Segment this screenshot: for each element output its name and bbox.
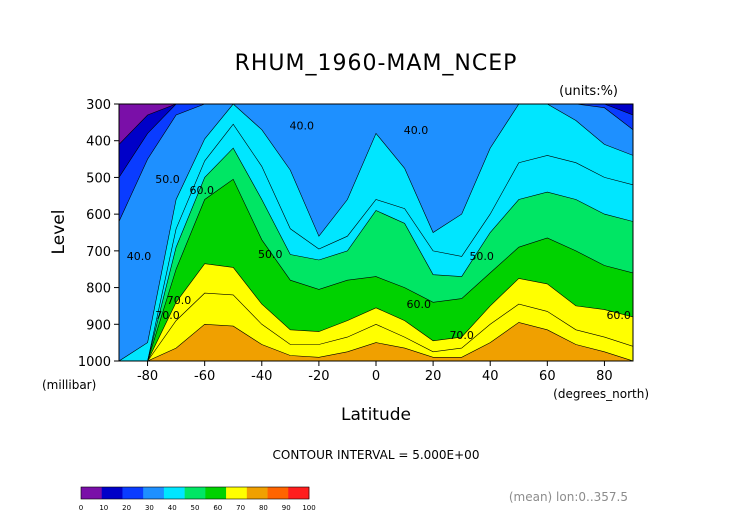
colorbar-tick-label: 30 (145, 504, 154, 512)
y-tick-label: 300 (86, 98, 111, 113)
colorbar-tick-label: 100 (302, 504, 315, 512)
contour-label: 60.0 (190, 184, 215, 197)
x-axis-label: Latitude (341, 405, 411, 425)
x-tick-label: -40 (251, 369, 272, 384)
colorbar-swatch (226, 487, 248, 499)
colorbar-swatch (101, 487, 123, 499)
contour-interval-text: CONTOUR INTERVAL = 5.000E+00 (273, 448, 480, 462)
contour-line-60 (119, 178, 633, 361)
contour-label: 50.0 (155, 173, 180, 186)
contour-label: 40.0 (127, 250, 152, 263)
colorbar-swatch (163, 487, 185, 499)
contour-line-80 (119, 322, 633, 361)
colorbar-frame (80, 486, 310, 500)
colorbar-tick-label: 60 (213, 504, 222, 512)
y-axis-label: Level (49, 210, 69, 255)
contour-line-70 (119, 263, 633, 361)
x-tick-label: 20 (425, 369, 442, 384)
x-tick-label: -80 (137, 369, 158, 384)
colorbar-swatch (143, 487, 165, 499)
contour-line-40 (119, 104, 633, 361)
contour-label: 50.0 (258, 248, 283, 261)
colorbar-tick-label: 40 (168, 504, 177, 512)
colorbar-tick-label: 90 (282, 504, 291, 512)
colorbar-swatch (288, 487, 310, 499)
colorbar-tick-label: 50 (191, 504, 200, 512)
contour-label: 50.0 (469, 250, 494, 263)
contour-label: 60.0 (606, 309, 631, 322)
contour-line-75 (119, 292, 633, 361)
x-tick-label: 60 (539, 369, 556, 384)
contour-lines (119, 104, 633, 361)
x-tick-label: 0 (372, 369, 380, 384)
chart-title: RHUM_1960-MAM_NCEP (235, 51, 518, 76)
y-tick-label: 800 (86, 282, 111, 297)
x-axis: -80 -60 -40 -20 0 20 40 60 80 (137, 361, 613, 384)
colorbar-swatch (205, 487, 227, 499)
contour-bands (119, 104, 633, 361)
y-tick-label: 600 (86, 208, 111, 223)
contour-line-45 (119, 123, 633, 361)
x-tick-label: 80 (596, 369, 613, 384)
y-axis: 300 400 500 600 700 800 900 1000 (78, 98, 119, 370)
colorbar-swatch (246, 487, 268, 499)
contour-label: 40.0 (404, 124, 429, 137)
y-tick-label: 400 (86, 135, 111, 150)
y-unit-label: (millibar) (42, 378, 96, 392)
contour-label: 70.0 (449, 329, 474, 342)
colorbar-swatch (267, 487, 289, 499)
plot-area: 40.0 40.0 50.0 60.0 50.0 50.0 40.0 70.0 70.0 60.0… (119, 104, 633, 361)
colorbar: 0 10 20 30 40 50 60 70 80 90 100 (79, 486, 316, 512)
colorbar-tick-label: 10 (99, 504, 108, 512)
y-tick-label: 700 (86, 245, 111, 260)
contour-line-50 (119, 147, 633, 361)
contour-label: 70.0 (155, 309, 180, 322)
y-tick-label: 900 (86, 318, 111, 333)
contour-label: 60.0 (407, 298, 432, 311)
colorbar-tick-label: 0 (79, 504, 83, 512)
y-tick-label: 500 (86, 171, 111, 186)
colorbar-tick-label: 70 (236, 504, 245, 512)
band-80 (119, 322, 633, 361)
x-tick-label: -20 (308, 369, 329, 384)
colorbar-swatch (81, 487, 103, 499)
x-tick-label: -60 (194, 369, 215, 384)
contour-label: 40.0 (290, 120, 315, 133)
colorbar-tick-label: 80 (259, 504, 268, 512)
mean-note: (mean) lon:0..357.5 (509, 490, 628, 504)
contour-label: 70.0 (167, 294, 192, 307)
y-tick-label: 1000 (78, 355, 111, 370)
colorbar-swatch (122, 487, 144, 499)
units-label: (units:%) (559, 84, 618, 99)
contour-labels: 40.0 40.0 50.0 60.0 50.0 50.0 40.0 70.0 70.0 60.0… (127, 120, 631, 342)
colorbar-swatch (184, 487, 206, 499)
x-unit-label: (degrees_north) (553, 387, 649, 401)
colorbar-tick-label: 20 (122, 504, 131, 512)
x-tick-label: 40 (482, 369, 499, 384)
